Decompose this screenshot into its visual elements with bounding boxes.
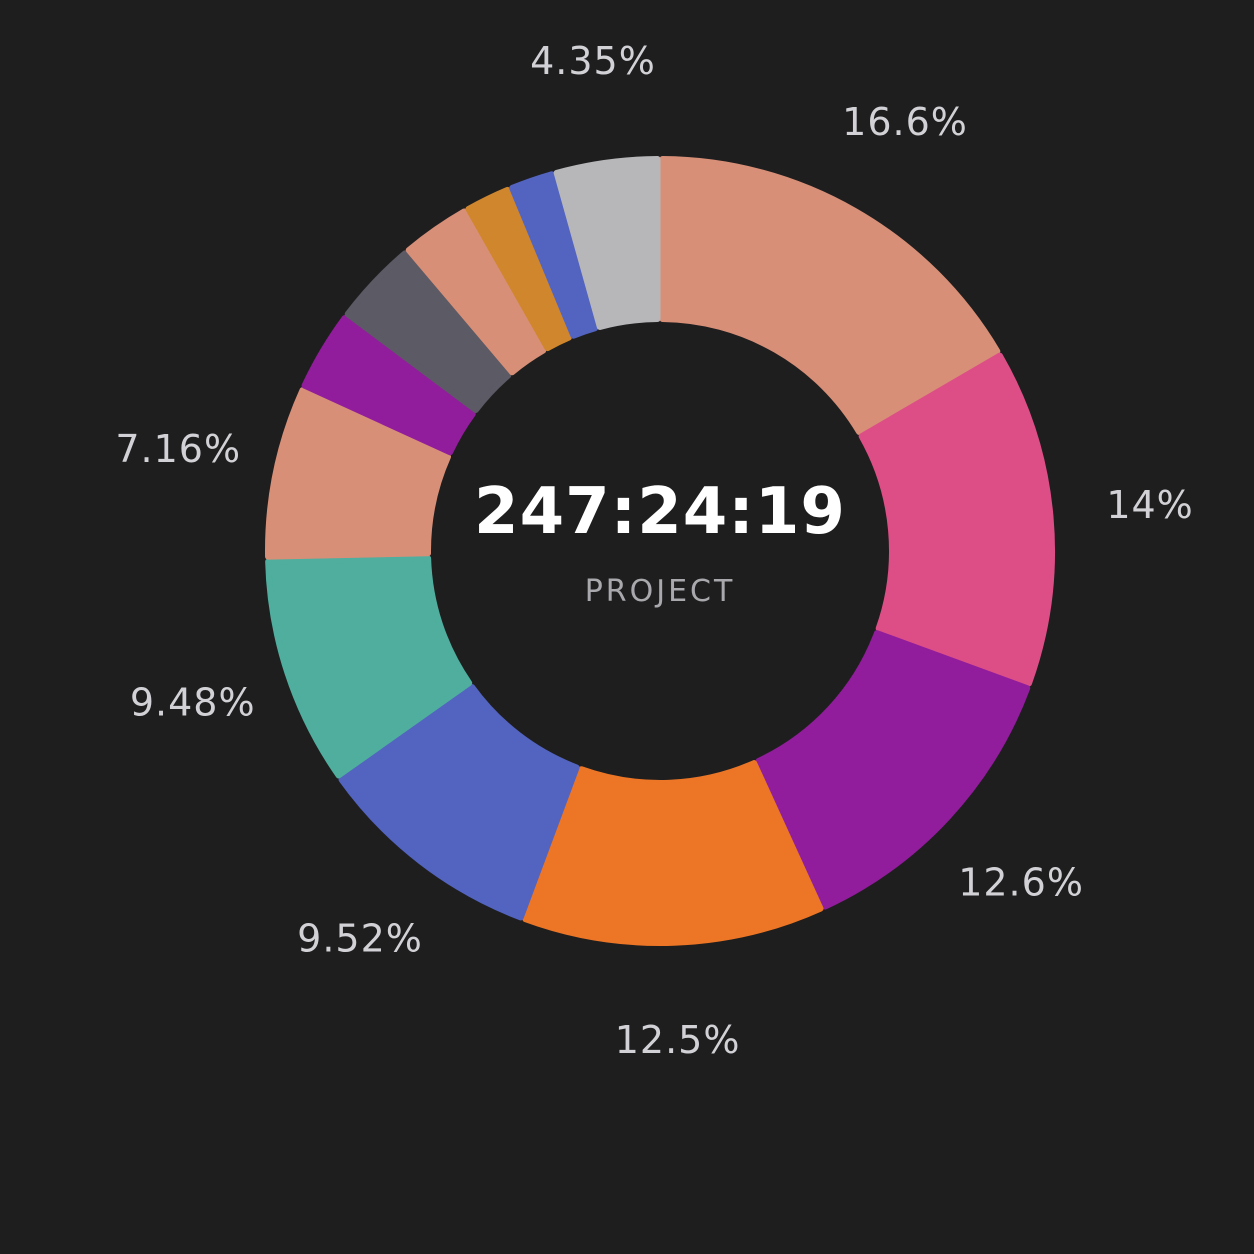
slice-percent-label: 9.48% (130, 681, 256, 725)
donut-slice (553, 156, 661, 330)
donut-slice (338, 684, 580, 921)
donut-slice (509, 171, 598, 339)
donut-slice (522, 760, 824, 946)
donut-slice (659, 156, 1001, 435)
slice-percent-label: 12.6% (958, 861, 1084, 905)
center-project-label: PROJECT (585, 574, 736, 609)
donut-slice (301, 315, 476, 456)
slice-percent-label: 4.35% (530, 39, 656, 83)
donut-slice (265, 555, 473, 779)
donut-slice (265, 387, 451, 560)
slice-percent-label: 9.52% (297, 916, 423, 960)
slice-percent-label: 12.5% (615, 1018, 741, 1062)
slice-labels: 16.6% 14% 12.6% 12.5% 9.52% 9.48% 7.16% 4.35% (115, 39, 1193, 1062)
slice-percent-label: 7.16% (115, 427, 241, 471)
slice-percent-label: 14% (1106, 483, 1193, 527)
slice-percent-label: 16.6% (842, 100, 968, 144)
donut-slice (858, 352, 1055, 687)
donut-slice (755, 630, 1031, 910)
center-total-time: 247:24:19 (474, 475, 846, 549)
donut-slice (465, 186, 572, 352)
donut-slice (405, 208, 547, 376)
donut-slice (344, 250, 512, 413)
donut-slices (265, 156, 1055, 946)
